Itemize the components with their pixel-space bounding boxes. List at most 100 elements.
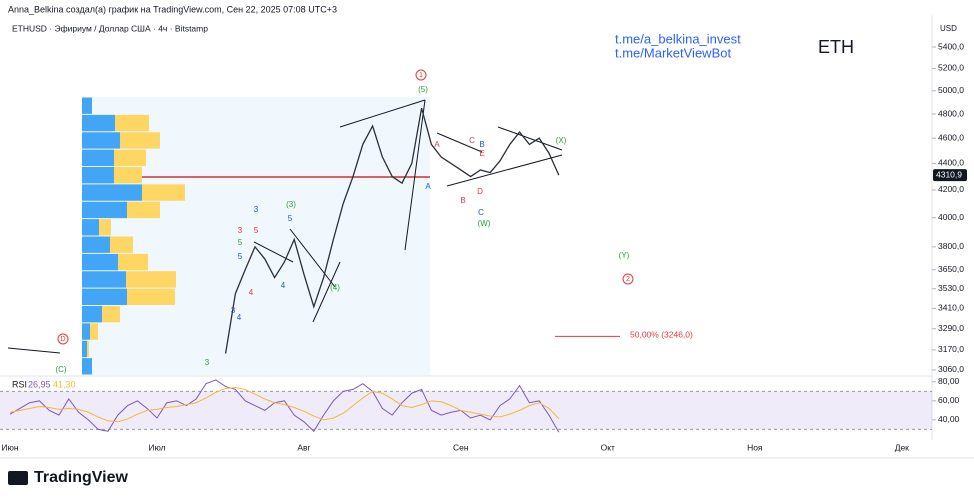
wave-label: 4 <box>249 288 254 297</box>
rsi-value: 26,95 <box>28 379 51 389</box>
wave-label: (C) <box>55 365 66 374</box>
wave-label: A <box>434 140 440 149</box>
wave-label: 4 <box>237 313 242 322</box>
profile-bar-down <box>127 201 160 219</box>
profile-bar-up <box>82 149 114 166</box>
wave-label: 3 <box>254 205 259 214</box>
link[interactable]: t.me/a_belkina_invest <box>615 31 741 46</box>
profile-bar-down <box>87 340 89 358</box>
line <box>224 107 560 354</box>
profile-bar-down <box>142 184 185 201</box>
wave-circle <box>57 333 69 345</box>
wave-label: (Y) <box>619 251 630 260</box>
x-tick-label: Ноя <box>747 442 763 452</box>
line <box>9 379 560 433</box>
profile-bar-down <box>99 219 111 236</box>
wave-label: C <box>478 208 484 217</box>
wave-label: C <box>469 136 475 145</box>
wave-label: (5) <box>418 85 428 94</box>
wave-circle <box>415 69 427 81</box>
header: Anna_Belkina создал(а) график на Trading… <box>8 4 337 14</box>
wave-label: B <box>460 196 465 205</box>
wave-label: 5 <box>238 238 243 247</box>
x-tick-label: Дек <box>895 442 909 452</box>
profile-bar-up <box>82 184 142 201</box>
profile-bar-up <box>82 236 110 253</box>
profile-bar-up <box>82 340 87 358</box>
wave-label: (X) <box>556 136 567 145</box>
x-tick-label: Июн <box>1 442 18 452</box>
y-tick-label: 4200,0 <box>938 184 964 194</box>
y-tick-label: 4600,0 <box>938 132 964 142</box>
wave-label: 5 <box>254 226 259 235</box>
y-tick-label: 4400,0 <box>938 158 964 168</box>
profile-bar-up <box>82 167 114 184</box>
y-tick-label: 40,00 <box>938 414 960 424</box>
profile-bar-up <box>82 358 92 375</box>
profile-bar-up <box>82 253 118 271</box>
y-tick-label: 5000,0 <box>938 85 964 95</box>
y-tick-label: 3290,0 <box>938 323 964 333</box>
wave-label: B <box>479 140 484 149</box>
x-tick-label: Авг <box>297 442 310 452</box>
x-tick-label: Июл <box>148 442 165 452</box>
rsi-title: RSI <box>12 379 27 389</box>
profile-bar-up <box>82 323 90 340</box>
profile-bar-down <box>90 323 98 340</box>
symbol: ETHUSD · Эфириум / Доллар США · 4ч · Bit… <box>12 23 208 33</box>
wave-label: 4 <box>281 281 286 290</box>
y-tick-label: 3530,0 <box>938 283 964 293</box>
rsi-value: 41,30 <box>53 379 76 389</box>
wave-label: 5 <box>288 214 293 223</box>
profile-bar-up <box>82 306 102 323</box>
wave-label: 2 <box>626 276 630 283</box>
profile-bar-down <box>127 288 175 305</box>
wave-label: D <box>60 336 65 343</box>
trend-lines <box>7 99 563 354</box>
profile-bar-up <box>82 219 99 236</box>
y-tick-label: 4000,0 <box>938 212 964 222</box>
y-tick-label: 3060,0 <box>938 364 964 374</box>
profile-bar-down <box>115 114 149 132</box>
line <box>9 387 560 423</box>
link[interactable]: t.me/MarketViewBot <box>615 45 731 60</box>
profile-bar-down <box>114 149 146 166</box>
profile-bar-down <box>118 253 148 271</box>
wave-label: 5 <box>238 252 243 261</box>
wave-label: (3) <box>286 200 296 209</box>
price-tag-label: 4310,9 <box>936 169 962 179</box>
profile-bar-up <box>82 288 127 305</box>
profile-bar-up <box>82 132 120 149</box>
logo-icon <box>8 471 28 485</box>
x-tick-label: Окт <box>601 442 615 452</box>
price-tag <box>933 169 967 182</box>
y-tick-label: 5400,0 <box>938 41 964 51</box>
profile-bar-up <box>82 97 92 114</box>
rsi-band <box>0 391 932 430</box>
profile-bar-up <box>82 114 115 132</box>
profile-bar-down <box>102 306 120 323</box>
wave-label: 3 <box>231 306 236 315</box>
logo: TradingView <box>34 469 129 486</box>
wave-label: (W) <box>478 219 491 228</box>
y-tick-label: 3800,0 <box>938 241 964 251</box>
wave-label: 3 <box>205 358 210 367</box>
y-tick-label: 3650,0 <box>938 264 964 274</box>
fib-label: 50,00% (3246,0) <box>630 330 693 340</box>
ticker-note: ETH <box>818 37 854 57</box>
profile-bar-up <box>82 201 127 219</box>
y-tick-label: 5200,0 <box>938 63 964 73</box>
wave-label: E <box>479 149 484 158</box>
wave-label: D <box>477 187 483 196</box>
profile-bar-down <box>120 132 160 149</box>
wave-label: 1 <box>419 72 423 79</box>
wave-label: A <box>425 182 431 191</box>
currency: USD <box>940 24 957 33</box>
x-tick-label: Сен <box>453 442 469 452</box>
wave-label: 3 <box>238 226 243 235</box>
profile-bar-up <box>82 271 126 288</box>
wave-label: (4) <box>330 283 340 292</box>
profile-bar-down <box>114 167 142 184</box>
y-tick-label: 80,00 <box>938 376 960 386</box>
